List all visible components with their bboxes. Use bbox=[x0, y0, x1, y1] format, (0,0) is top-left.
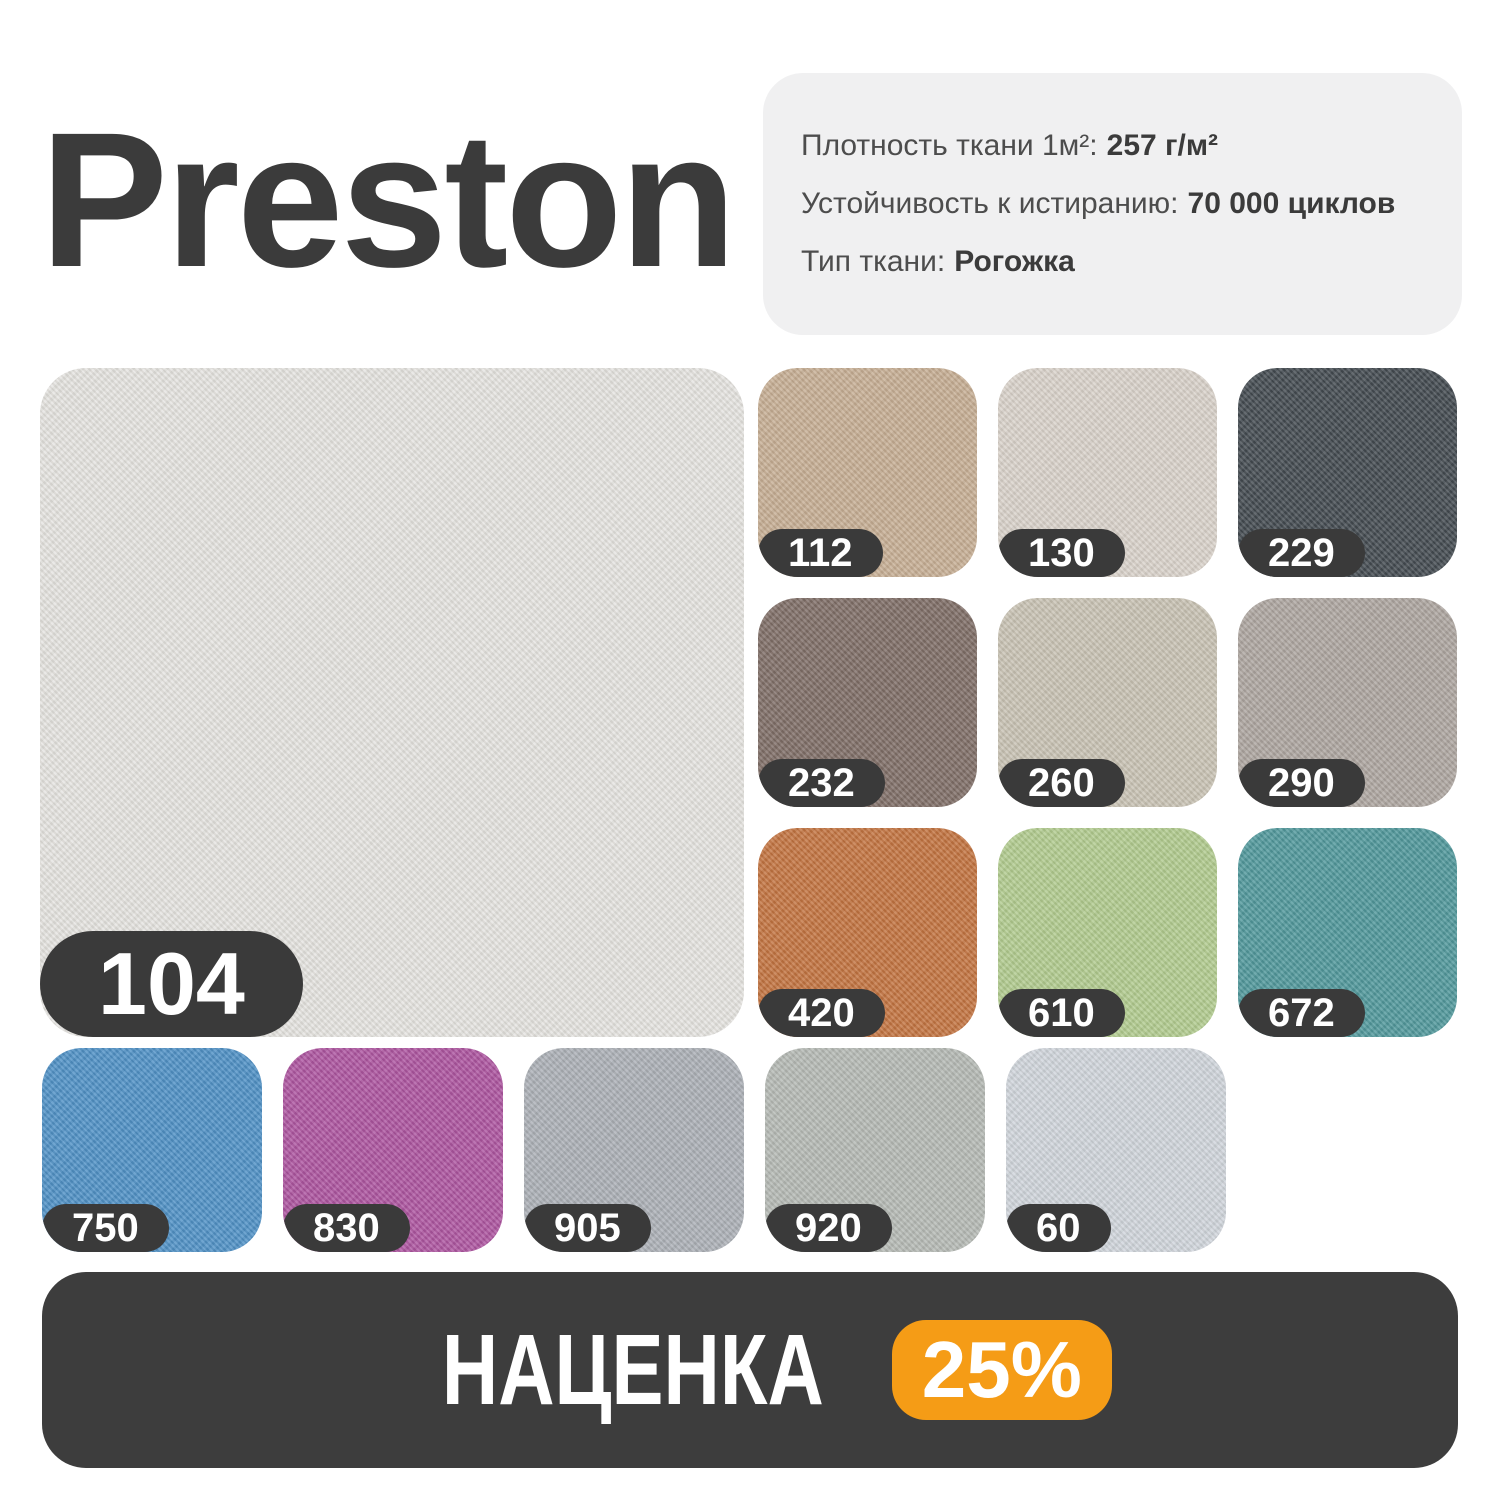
fabric-swatch[interactable]: 920 bbox=[765, 1048, 985, 1252]
spec-label: Тип ткани: bbox=[801, 245, 946, 278]
spec-row-density: Плотность ткани 1м²: 257 г/м² bbox=[801, 129, 1462, 163]
swatch-code-badge: 232 bbox=[758, 759, 885, 807]
swatch-code-badge: 290 bbox=[1238, 759, 1365, 807]
fabric-swatch[interactable]: 830 bbox=[283, 1048, 503, 1252]
spec-value: Рогожка bbox=[954, 245, 1075, 278]
spec-value: 257 г/м² bbox=[1106, 129, 1219, 162]
swatch-bottom-row: 750 830 905 920 60 bbox=[42, 1048, 1226, 1252]
spec-label: Устойчивость к истиранию: bbox=[801, 187, 1179, 220]
swatch-code-badge: 104 bbox=[40, 931, 303, 1037]
spec-row-abrasion: Устойчивость к истиранию: 70 000 циклов bbox=[801, 187, 1462, 221]
markup-percent-badge: 25% bbox=[891, 1320, 1112, 1420]
swatch-code-badge: 229 bbox=[1238, 529, 1365, 577]
spec-row-fabric-type: Тип ткани: Рогожка bbox=[801, 245, 1462, 279]
swatch-code-badge: 830 bbox=[283, 1204, 410, 1252]
fabric-swatch[interactable]: 229 bbox=[1238, 368, 1457, 577]
swatch-code-badge: 750 bbox=[42, 1204, 169, 1252]
swatch-grid: 112 130 229 232 260 290 420 610 672 bbox=[758, 368, 1457, 1037]
swatch-code-badge: 420 bbox=[758, 989, 885, 1037]
swatch-code-badge: 60 bbox=[1006, 1204, 1111, 1252]
swatch-code-badge: 112 bbox=[758, 529, 883, 577]
markup-label: НАЦЕНКА bbox=[441, 1314, 824, 1426]
featured-fabric-swatch[interactable]: 104 bbox=[40, 368, 744, 1037]
fabric-swatch[interactable]: 112 bbox=[758, 368, 977, 577]
specs-card: Плотность ткани 1м²: 257 г/м² Устойчивос… bbox=[763, 73, 1462, 335]
fabric-swatch[interactable]: 232 bbox=[758, 598, 977, 807]
swatch-code-badge: 920 bbox=[765, 1204, 892, 1252]
spec-value: 70 000 циклов bbox=[1187, 187, 1396, 220]
fabric-swatch[interactable]: 672 bbox=[1238, 828, 1457, 1037]
fabric-swatch[interactable]: 750 bbox=[42, 1048, 262, 1252]
swatch-code-badge: 260 bbox=[998, 759, 1125, 807]
fabric-swatch[interactable]: 905 bbox=[524, 1048, 744, 1252]
fabric-swatch[interactable]: 260 bbox=[998, 598, 1217, 807]
fabric-swatch[interactable]: 60 bbox=[1006, 1048, 1226, 1252]
page-title: Preston bbox=[40, 92, 737, 307]
fabric-swatch[interactable]: 290 bbox=[1238, 598, 1457, 807]
swatch-code-badge: 130 bbox=[998, 529, 1125, 577]
swatch-code-badge: 610 bbox=[998, 989, 1125, 1037]
spec-label: Плотность ткани 1м²: bbox=[801, 129, 1098, 162]
fabric-swatch[interactable]: 420 bbox=[758, 828, 977, 1037]
fabric-swatch[interactable]: 130 bbox=[998, 368, 1217, 577]
swatch-code-badge: 905 bbox=[524, 1204, 651, 1252]
swatch-code-badge: 672 bbox=[1238, 989, 1365, 1037]
fabric-swatch[interactable]: 610 bbox=[998, 828, 1217, 1037]
markup-bar: НАЦЕНКА 25% bbox=[42, 1272, 1458, 1468]
